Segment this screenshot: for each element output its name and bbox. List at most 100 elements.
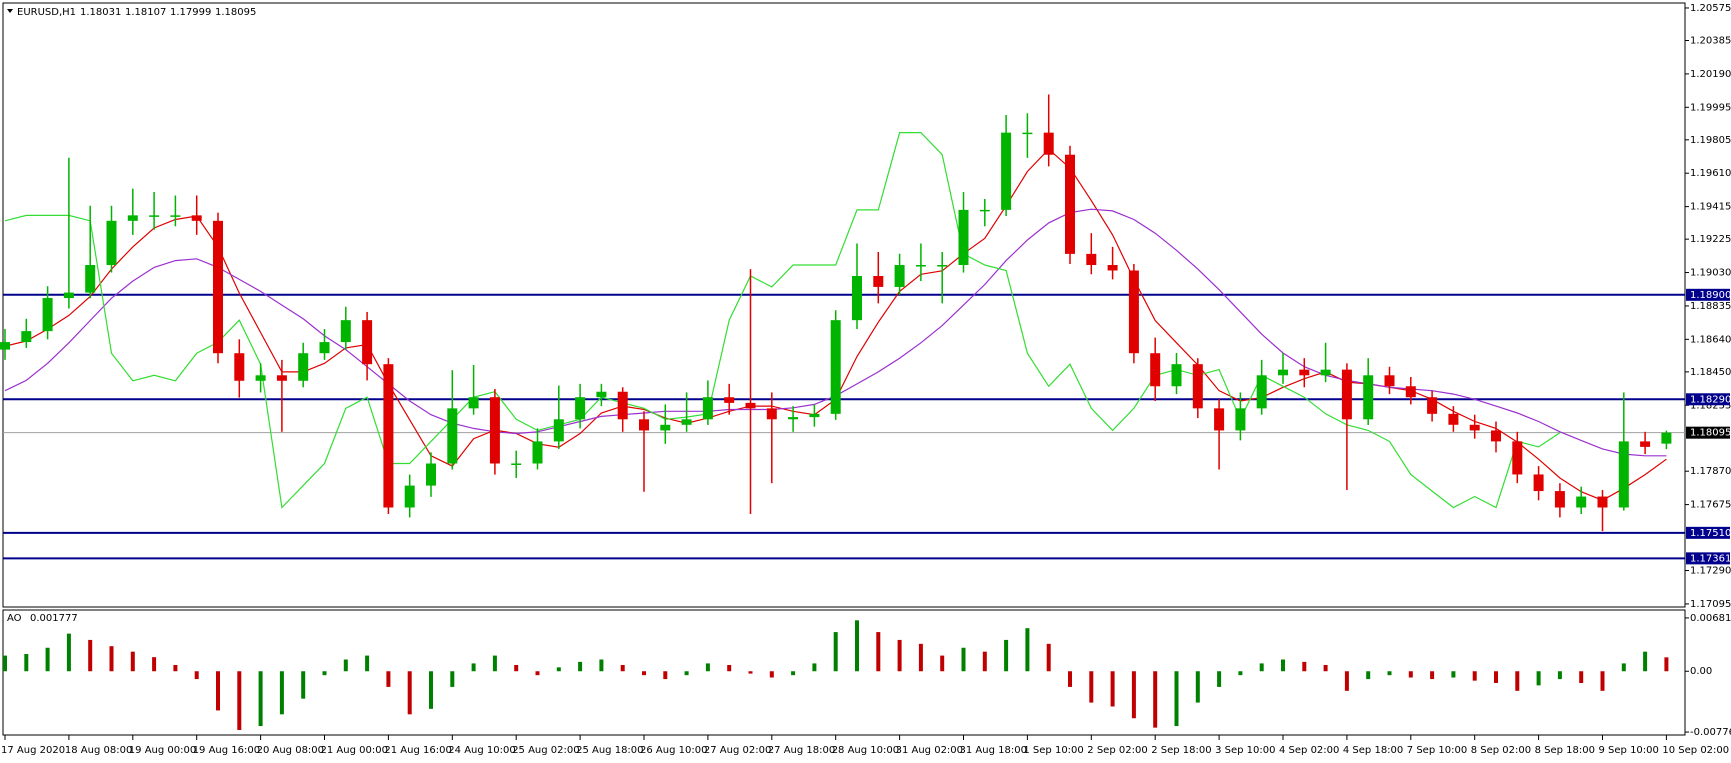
candle-body [1022, 132, 1033, 135]
candle-body [1341, 369, 1352, 420]
ao-bar [791, 671, 796, 676]
candle-body [724, 397, 735, 403]
ao-bar [578, 661, 583, 672]
x-tick-label: 2 Sep 02:00 [1087, 745, 1147, 756]
candle-body [660, 424, 671, 431]
candle-body [1618, 441, 1629, 508]
candle-body [1469, 424, 1480, 431]
candle-body [213, 220, 223, 354]
y-tick-label: 1.17095 [1690, 599, 1731, 610]
candle-body [1491, 430, 1501, 442]
candle-body [915, 265, 926, 267]
ao-bar [1195, 671, 1200, 703]
high-value: 1.18107 [125, 7, 166, 18]
ao-bar [1281, 659, 1285, 672]
ao-bar [1515, 671, 1520, 691]
level-label: 1.17510 [1690, 528, 1731, 539]
ao-title: AO [7, 613, 22, 624]
x-tick-label: 27 Aug 18:00 [768, 745, 835, 756]
close-value: 1.18095 [215, 7, 256, 18]
candle-body [979, 209, 990, 212]
x-tick-label: 17 Aug 2020 [1, 745, 65, 756]
ao-bar [279, 671, 284, 715]
level-label: 1.18290 [1690, 394, 1731, 405]
candle-body [1171, 364, 1182, 387]
y-tick-label: -0.007762 [1690, 727, 1731, 738]
y-tick-label: 1.20190 [1690, 69, 1731, 80]
current-price-label: 1.18095 [1690, 428, 1731, 439]
ao-bar [1387, 671, 1392, 676]
ao-bar [1494, 671, 1498, 683]
candle-body [596, 391, 607, 398]
candle-body [63, 292, 74, 299]
ao-bar [748, 671, 753, 674]
x-tick-label: 9 Sep 10:00 [1599, 745, 1659, 756]
candle-body [0, 342, 10, 350]
candle-body [511, 463, 522, 465]
candle-body [255, 375, 266, 381]
y-tick-label: 0.00681 [1690, 613, 1731, 624]
level-label: 1.17361 [1690, 553, 1731, 564]
candle-body [788, 417, 799, 420]
candle-body [1235, 408, 1246, 431]
candle-body [830, 320, 841, 414]
candle-body [1640, 441, 1651, 447]
ao-bar [961, 647, 966, 672]
candle-body [276, 375, 287, 381]
candle-body [1192, 364, 1203, 409]
ao-bar [620, 664, 625, 672]
ao-bar [1472, 671, 1477, 681]
ao-bar [1366, 671, 1371, 680]
header: EURUSD,H1 1.18031 1.18107 1.17999 1.1809… [17, 7, 256, 18]
candle-body [809, 413, 820, 418]
x-tick-label: 26 Aug 10:00 [640, 745, 707, 756]
candle-body [1427, 397, 1438, 414]
ao-bar [982, 651, 987, 672]
ao-bar [1238, 671, 1243, 676]
candle-body [1001, 132, 1012, 210]
candle-body [1320, 369, 1331, 376]
candle-body [21, 331, 32, 343]
candle-body [340, 320, 351, 343]
candle-body [170, 215, 181, 217]
x-tick-label: 21 Aug 16:00 [384, 745, 451, 756]
ao-bar [1664, 657, 1669, 672]
ao-bar [1004, 639, 1009, 672]
ao-bar [599, 659, 604, 672]
x-tick-label: 1 Sep 10:00 [1023, 745, 1083, 756]
ao-bar [727, 664, 732, 672]
symbol: EURUSD,H1 [17, 7, 76, 18]
ao-bar [1025, 628, 1030, 672]
ao-bar [365, 655, 370, 672]
open-value: 1.18031 [80, 7, 121, 18]
level-label-box [1686, 393, 1730, 406]
candle-body [894, 265, 905, 287]
candle-body [149, 215, 160, 217]
ao-bar [152, 657, 157, 672]
candle-body [468, 397, 479, 409]
candle-body [617, 391, 628, 420]
ao-bar [450, 671, 455, 687]
ao-bar [1344, 671, 1349, 691]
ao-bar [1089, 671, 1094, 703]
y-tick-label: 1.19415 [1690, 202, 1731, 213]
ao-bar [514, 664, 519, 672]
ao-bar [258, 671, 263, 727]
candle-body [1363, 375, 1374, 420]
candle-body [1150, 353, 1161, 387]
candle-body [937, 265, 948, 267]
candle-body [702, 397, 713, 420]
ao-frame [2, 609, 1686, 736]
candle-body [532, 441, 543, 464]
ao-bar [1600, 671, 1605, 691]
level-label-box [1686, 288, 1730, 301]
ao-bar [1536, 671, 1541, 686]
candle-body [1512, 441, 1523, 475]
x-tick-label: 7 Sep 10:00 [1407, 745, 1467, 756]
ao-bar [556, 667, 561, 672]
candle-body [1278, 369, 1288, 376]
x-tick-label: 21 Aug 00:00 [321, 745, 388, 756]
x-tick-label: 18 Aug 08:00 [65, 745, 132, 756]
candle-body [1043, 132, 1054, 155]
